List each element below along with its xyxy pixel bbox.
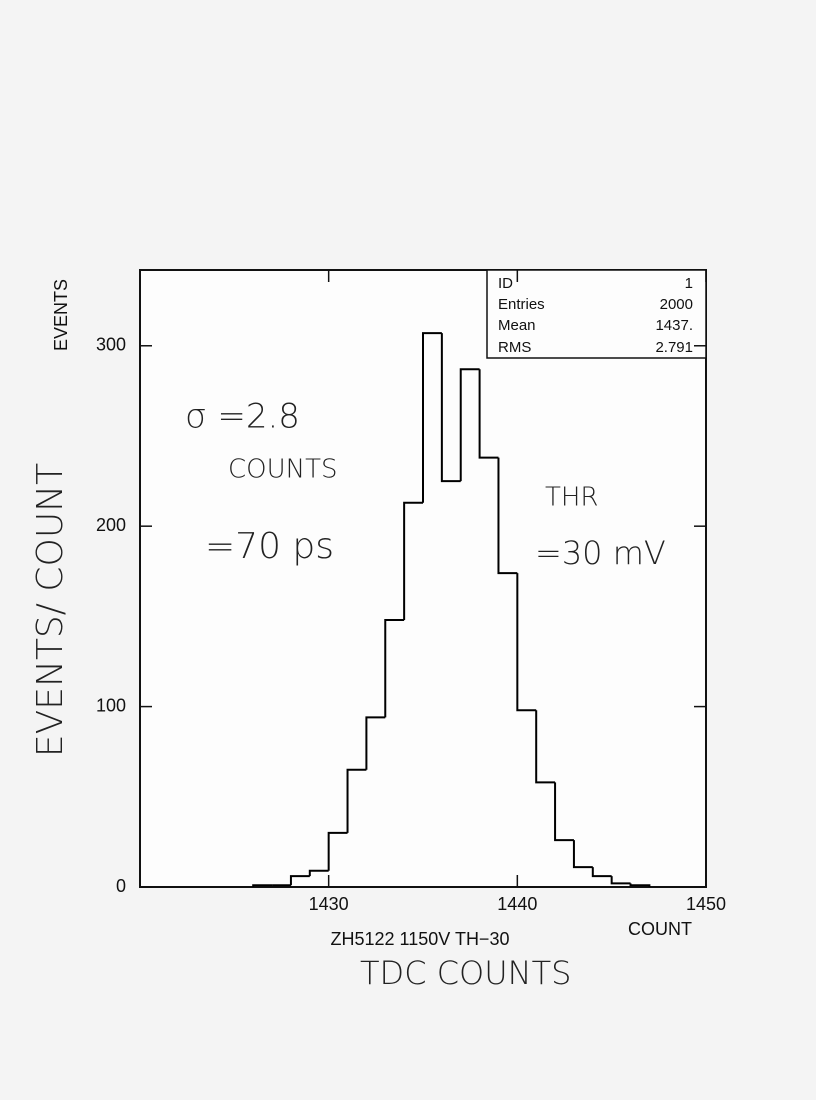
histogram-bin xyxy=(403,501,423,620)
handwritten-note: TDC COUNTS xyxy=(360,954,571,992)
y-tick-label: 200 xyxy=(96,515,126,535)
handwritten-note: =70 ps xyxy=(205,526,334,567)
y-axis-label: EVENTS xyxy=(51,279,71,351)
histogram-bin xyxy=(327,831,348,871)
histogram-bin xyxy=(459,368,480,482)
handwritten-note: EVENTS/ COUNT xyxy=(30,463,71,757)
handwritten-note: σ =2.8 xyxy=(185,397,300,437)
histogram-bin xyxy=(252,884,273,887)
histogram-bin xyxy=(572,840,593,869)
histogram-bin xyxy=(497,457,518,575)
chart-title: ZH5122 1150V TH−30 xyxy=(331,929,510,949)
histogram-bin xyxy=(422,332,442,503)
histogram-bin xyxy=(629,883,651,887)
stat-label: ID xyxy=(498,275,513,292)
x-axis-label: COUNT xyxy=(628,919,692,939)
handwritten-note: COUNTS xyxy=(228,455,337,485)
y-tick-label: 0 xyxy=(116,876,126,896)
histogram-bin xyxy=(308,869,329,877)
stat-label: RMS xyxy=(498,339,531,356)
histogram-bin xyxy=(554,782,574,842)
histogram-bin xyxy=(591,867,612,878)
y-tick-label: 300 xyxy=(96,335,126,355)
x-tick-label: 1430 xyxy=(309,894,349,914)
handwritten-note: =30 mV xyxy=(535,534,666,572)
histogram-bin xyxy=(384,618,405,718)
histogram-bin xyxy=(289,875,310,886)
stat-label: Mean xyxy=(498,317,536,334)
x-tick-label: 1450 xyxy=(686,894,726,914)
stat-value: 1 xyxy=(685,275,693,292)
histogram-bin xyxy=(535,710,556,784)
histogram-bin xyxy=(346,768,367,833)
histogram-bin xyxy=(610,876,631,885)
histogram-bin xyxy=(516,573,537,712)
stat-value: 2000 xyxy=(660,296,693,313)
stat-value: 2.791 xyxy=(655,339,693,356)
histogram-bin xyxy=(365,716,386,770)
stat-label: Entries xyxy=(498,296,545,313)
histogram-bin xyxy=(440,333,461,483)
histogram-bin xyxy=(478,369,499,459)
x-tick-label: 1440 xyxy=(497,894,537,914)
stat-value: 1437. xyxy=(655,317,693,334)
stats-box xyxy=(486,269,707,359)
y-tick-label: 100 xyxy=(96,695,126,715)
handwritten-note: THR xyxy=(545,483,599,513)
